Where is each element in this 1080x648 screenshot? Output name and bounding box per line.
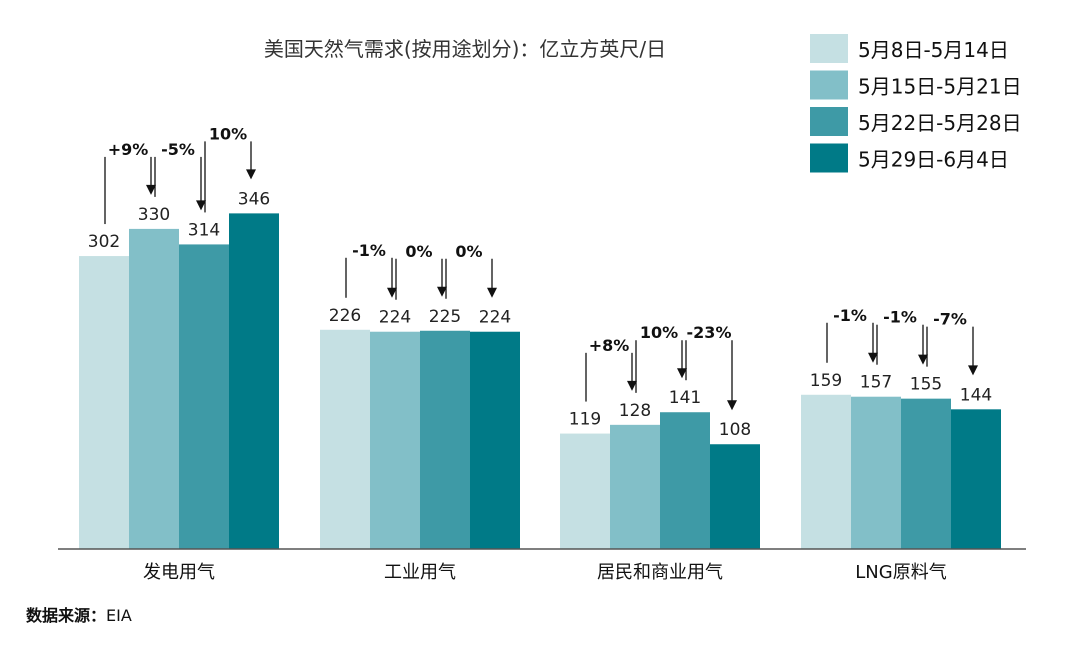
legend-swatch [810,143,848,173]
bar [370,331,420,549]
source-label: 数据来源： [26,606,107,625]
bar [951,409,1001,549]
change-arrow-head [918,354,928,365]
change-arrow-head [487,287,497,298]
change-arrow-head [868,352,878,363]
chart: 美国天然气需求(按用途划分)：亿立方英尺/日 5月8日-5月14日 5月15日-5… [58,34,1026,583]
bar [610,424,660,549]
bar-value-label: 141 [669,388,701,408]
bar-value-label: 226 [329,306,361,326]
bar-value-label: 330 [138,205,170,225]
category-label: 工业用气 [384,562,456,583]
legend-swatch [810,34,848,63]
bar-value-label: 159 [810,371,842,391]
change-percent-label: -23% [687,323,732,342]
legend: 5月8日-5月14日 5月15日-5月21日 5月22日-5月28日 5月29日-6月… [810,34,1022,173]
bar-value-label: 225 [429,307,461,327]
change-percent-label: 0% [455,242,482,261]
change-percent-label: -7% [933,310,967,329]
bar [470,331,520,549]
bars: 302 330 314 346 226 224 225 224 119 128 141 108 159 1… [79,189,1001,550]
bar [179,244,229,550]
bar [560,433,610,549]
legend-swatch [810,107,848,136]
legend-label: 5月15日-5月21日 [858,75,1022,99]
bar-value-label: 155 [910,375,942,395]
source-value: EIA [106,606,132,625]
bar [420,330,470,549]
change-percent-label: +8% [589,336,630,355]
change-percent-label: 0% [405,242,432,261]
bar-value-label: 108 [719,420,751,440]
bar [801,394,851,549]
bar [320,329,370,549]
bar [129,228,179,549]
change-percent-label: -1% [833,306,867,325]
chart-title: 美国天然气需求(按用途划分)：亿立方英尺/日 [264,37,666,61]
legend-swatch [810,70,848,100]
category-label: 发电用气 [143,562,215,583]
change-percent-label: 10% [209,124,247,143]
change-annotations: +9% -5% 10% -1% 0% 0% +8% 10% -23% -1% -1% -7% [104,124,978,411]
change-percent-label: -1% [352,241,386,260]
category-labels: 发电用气 工业用气 居民和商业用气 LNG原料气 [143,562,947,583]
legend-label: 5月22日-5月28日 [858,111,1022,135]
change-arrow-head [627,380,637,391]
change-arrow-head [968,365,978,376]
bar [901,398,951,549]
bar-value-label: 314 [188,220,220,240]
change-arrow-head [727,400,737,411]
change-percent-label: 10% [640,323,678,342]
legend-label: 5月29日-6月4日 [858,148,1009,172]
bar [710,444,760,549]
bar-value-label: 302 [88,232,120,252]
bar-value-label: 157 [860,373,892,393]
legend-label: 5月8日-5月14日 [858,38,1009,62]
change-percent-label: -1% [883,308,917,327]
bar [660,412,710,549]
bar-value-label: 224 [379,308,411,328]
bar-value-label: 224 [479,308,511,328]
source-note: 数据来源：EIA [26,602,132,626]
bar [79,256,129,549]
bar-value-label: 346 [238,189,270,209]
change-arrow-head [437,286,447,297]
category-label: LNG原料气 [855,562,946,583]
bar-value-label: 128 [619,401,651,421]
bar [851,396,901,549]
change-percent-label: -5% [161,140,195,159]
category-label: 居民和商业用气 [597,562,723,583]
change-arrow-head [387,287,397,298]
change-percent-label: +9% [108,140,149,159]
change-arrow-head [196,200,206,211]
bar-value-label: 119 [569,410,601,430]
bar [229,213,279,549]
change-arrow-head [146,184,156,195]
change-arrow-head [677,368,687,379]
bar-value-label: 144 [960,385,992,405]
change-arrow-head [246,169,256,180]
